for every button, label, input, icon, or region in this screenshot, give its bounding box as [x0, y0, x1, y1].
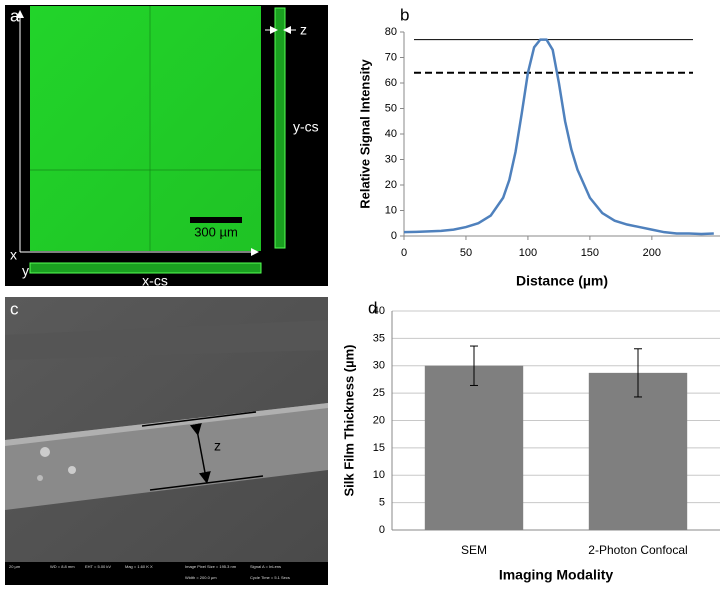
y-tick-label: 30: [373, 360, 385, 372]
info-text: Cycle Time = 5.1 Secs: [250, 575, 290, 580]
x-cs-strip: [29, 262, 262, 274]
panel-c: c z 20 µm WD = 8.8 mm EHT = 5.00 kV Mag = 1…: [5, 297, 328, 585]
info-text: EHT = 5.00 kV: [85, 564, 111, 569]
y-tick-label: 10: [373, 469, 385, 481]
info-texts: 20 µm WD = 8.8 mm EHT = 5.00 kV Mag = 1.60 …: [9, 564, 290, 580]
y-tick-label: 70: [385, 51, 397, 63]
scale-label: 300 µm: [194, 224, 238, 239]
info-text: Width = 200.0 µm: [185, 575, 217, 580]
edge-line: [141, 411, 257, 427]
y-cs-label: y-cs: [293, 119, 319, 135]
y-tick-label: 30: [385, 153, 397, 165]
x-cs-label: x-cs: [142, 273, 168, 289]
x-axis-title: Imaging Modality: [499, 567, 614, 583]
x-tick-label: 2-Photon Confocal: [588, 543, 687, 557]
confocal-image: [30, 6, 261, 251]
data-line: [403, 38, 714, 236]
y-tick-label: 0: [391, 230, 397, 242]
y-tick-label: 60: [385, 77, 397, 89]
info-bar: [5, 562, 328, 585]
info-text: WD = 8.8 mm: [50, 564, 75, 569]
y-tick-label: 35: [373, 332, 385, 344]
sem-texture: [5, 320, 328, 360]
bar: [588, 372, 688, 530]
scale-bar: [190, 217, 242, 223]
y-tick-label: 80: [385, 26, 397, 38]
panel-label: b: [400, 5, 409, 24]
axis-label: x: [10, 247, 17, 263]
axis-label: y: [22, 263, 29, 279]
y-cs-strip: [274, 7, 286, 249]
particle: [40, 447, 50, 457]
panel-label: c: [10, 299, 19, 318]
y-tick-label: 40: [373, 305, 385, 317]
x-tick-label: 50: [460, 247, 472, 259]
z-label: z: [300, 22, 307, 38]
y-axis-title: Relative Signal Intensity: [357, 58, 372, 208]
y-tick-label: 50: [385, 102, 397, 114]
y-tick-label: 40: [385, 128, 397, 140]
z-arrow: [189, 422, 211, 484]
panel-a: a x y x-cs y-cs z 300 µm: [5, 5, 328, 289]
panel-label: d: [368, 298, 377, 317]
particle: [37, 475, 43, 481]
x-tick-label: 100: [519, 247, 537, 259]
info-text: 20 µm: [9, 564, 21, 569]
y-tick-label: 20: [373, 414, 385, 426]
silk-film: [5, 403, 328, 510]
x-axis-title: Distance (µm): [516, 273, 608, 289]
bar: [424, 365, 524, 530]
panel-label: a: [10, 6, 20, 25]
y-axis-title: Silk Film Thickness (µm): [341, 345, 356, 497]
x-tick-label: SEM: [461, 543, 487, 557]
y-tick-label: 5: [379, 497, 385, 509]
y-tick-label: 15: [373, 442, 385, 454]
y-tick-label: 25: [373, 387, 385, 399]
x-tick-label: 150: [581, 247, 599, 259]
info-text: Signal A = InLens: [250, 564, 281, 569]
x-tick-label: 200: [643, 247, 661, 259]
z-label: z: [214, 438, 221, 454]
x-tick-label: 0: [401, 247, 407, 259]
particle: [68, 466, 76, 474]
info-text: Mag = 1.60 K X: [125, 564, 153, 569]
y-tick-label: 0: [379, 524, 385, 536]
y-tick-label: 20: [385, 179, 397, 191]
info-text: Image Pixel Size = 195.3 nm: [185, 564, 237, 569]
y-tick-label: 10: [385, 204, 397, 216]
